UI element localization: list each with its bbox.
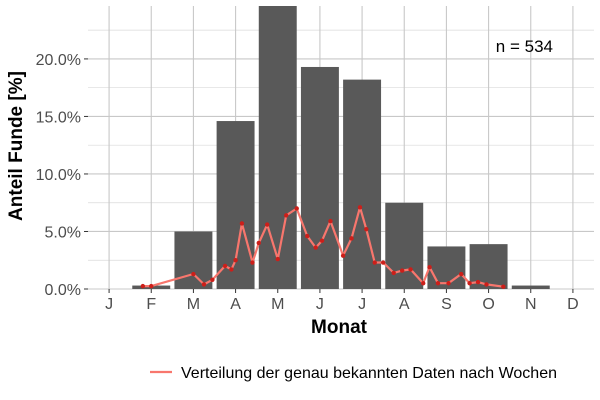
week-point xyxy=(250,260,255,265)
y-tick-labels: 0.0% 5.0% 10.0% 15.0% 20.0% xyxy=(36,52,88,299)
bar-4 xyxy=(216,121,255,289)
x-tick-label: J xyxy=(316,296,324,313)
week-point xyxy=(210,277,215,282)
y-axis-title: Anteil Funde [%] xyxy=(6,71,27,221)
week-point xyxy=(201,282,207,287)
y-tick-label: 5.0% xyxy=(45,224,81,241)
week-point xyxy=(328,218,333,224)
week-point xyxy=(372,260,377,265)
week-point xyxy=(340,253,346,258)
y-tick-label: 10.0% xyxy=(36,167,81,184)
week-point xyxy=(391,270,396,276)
week-point xyxy=(149,283,154,289)
week-point xyxy=(305,233,310,239)
x-tick-label: A xyxy=(399,296,410,313)
week-point xyxy=(357,205,363,210)
week-point xyxy=(458,271,464,277)
x-tick-label: O xyxy=(482,296,494,313)
week-point xyxy=(275,256,280,262)
bar-8 xyxy=(385,202,424,289)
y-tick-label: 20.0% xyxy=(36,52,81,69)
week-point xyxy=(467,281,472,286)
week-point xyxy=(408,267,413,272)
x-tick-label: A xyxy=(230,296,241,313)
y-tick-label: 0.0% xyxy=(45,282,81,299)
week-point xyxy=(427,264,432,270)
week-point xyxy=(435,281,441,286)
x-tick-label: F xyxy=(146,296,156,313)
x-tick-label: J xyxy=(358,296,366,313)
bar-7 xyxy=(343,79,382,290)
week-point xyxy=(229,267,234,272)
bars xyxy=(132,6,550,290)
legend: Verteilung der genau bekannten Daten nac… xyxy=(150,365,557,382)
week-point xyxy=(222,263,228,269)
x-axis-title: Monat xyxy=(311,317,368,338)
bar-5 xyxy=(258,6,297,289)
week-point xyxy=(313,245,318,250)
week-point xyxy=(239,221,245,226)
week-point xyxy=(484,282,489,287)
week-point xyxy=(501,284,506,289)
week-point xyxy=(446,281,451,286)
week-point xyxy=(475,279,481,285)
bar-6 xyxy=(300,66,339,289)
week-point xyxy=(319,238,325,243)
x-tick-label: J xyxy=(105,296,113,313)
sample-size-annotation: n = 534 xyxy=(496,37,553,56)
x-tick-label: N xyxy=(525,296,537,313)
x-tick-label: D xyxy=(567,296,579,313)
week-point xyxy=(421,281,426,286)
week-point xyxy=(265,222,270,227)
bar-9 xyxy=(427,246,466,289)
legend-label: Verteilung der genau bekannten Daten nac… xyxy=(181,365,557,382)
x-tick-label: S xyxy=(441,296,452,313)
week-point xyxy=(380,260,386,265)
week-line-series xyxy=(140,205,506,289)
week-point xyxy=(233,258,238,263)
week-point xyxy=(140,283,146,289)
week-point xyxy=(294,206,299,211)
week-point xyxy=(283,213,289,218)
y-tick-label: 15.0% xyxy=(36,109,81,126)
x-tick-label: M xyxy=(187,296,200,313)
x-tick-label: M xyxy=(271,296,284,313)
week-point xyxy=(364,226,369,232)
week-point xyxy=(399,268,405,273)
bar-11 xyxy=(511,285,550,289)
week-point xyxy=(256,240,261,246)
week-point xyxy=(191,271,196,277)
bar-3 xyxy=(174,231,213,289)
week-point xyxy=(349,236,354,241)
